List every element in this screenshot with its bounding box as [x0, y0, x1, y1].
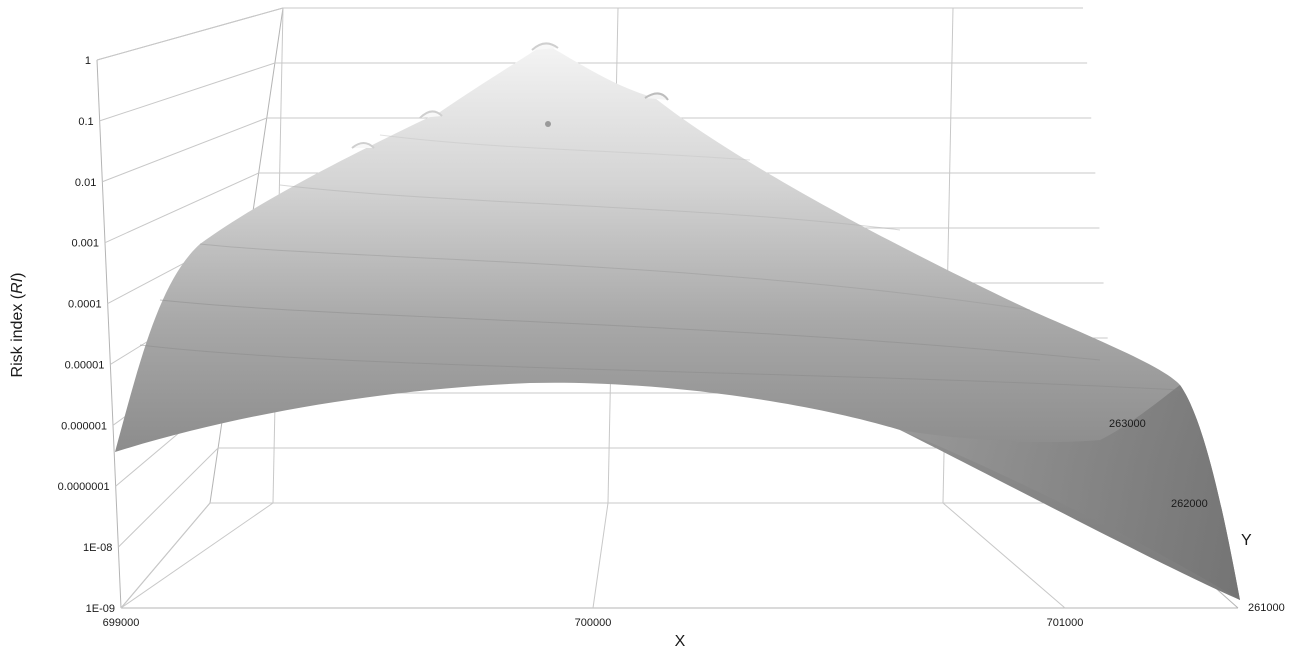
x-gridline-floor [120, 502, 274, 609]
x-tick-label: 700000 [575, 617, 612, 629]
z-tick-label: 0.01 [75, 177, 96, 189]
z-tick-label: 0.0000001 [58, 481, 110, 493]
z-tick-label: 0.1 [78, 116, 93, 128]
x-axis-title: X [675, 633, 686, 650]
x-gridline-floor [942, 502, 1066, 609]
peak-secondary [419, 110, 443, 119]
z-tick-label: 1E-08 [83, 542, 112, 554]
surface [115, 42, 1240, 600]
y-tick-label: 261000 [1248, 602, 1285, 614]
z-gridline-side [104, 172, 259, 244]
peak-secondary [644, 92, 669, 101]
x-tick-labels: 699000 700000 701000 [103, 617, 1084, 629]
z-tick-label: 0.000001 [61, 420, 107, 432]
z-tick-label: 0.0001 [68, 299, 102, 311]
z-tick-label: 0.001 [71, 238, 99, 250]
z-gridline-side [96, 7, 284, 61]
peak-secondary [351, 142, 375, 149]
z-gridline-side [120, 502, 211, 609]
z-tick-label: 1 [85, 55, 91, 67]
peak-main [531, 42, 559, 51]
x-tick-label: 699000 [103, 617, 140, 629]
x-tick-label: 701000 [1047, 617, 1084, 629]
y-axis-title: Y [1241, 532, 1252, 549]
z-gridline-side [102, 117, 267, 183]
peak-dimple [545, 121, 551, 127]
y-tick-labels: 261000 262000 263000 [1109, 418, 1285, 614]
y-tick-label: 263000 [1109, 418, 1146, 430]
x-gridline-floor [592, 502, 609, 609]
z-tick-label: 0.00001 [65, 359, 105, 371]
surface-main [115, 44, 1240, 600]
y-tick-label: 262000 [1171, 498, 1208, 510]
z-axis-title: Risk index (RI) [9, 273, 26, 378]
surface-side [900, 385, 1240, 600]
z-tick-label: 1E-09 [86, 603, 115, 615]
z-tick-labels: 1E-09 1E-08 0.0000001 0.000001 0.00001 0.0001… [58, 55, 115, 615]
z-gridline-side [117, 447, 219, 548]
z-gridline-side [99, 62, 276, 122]
